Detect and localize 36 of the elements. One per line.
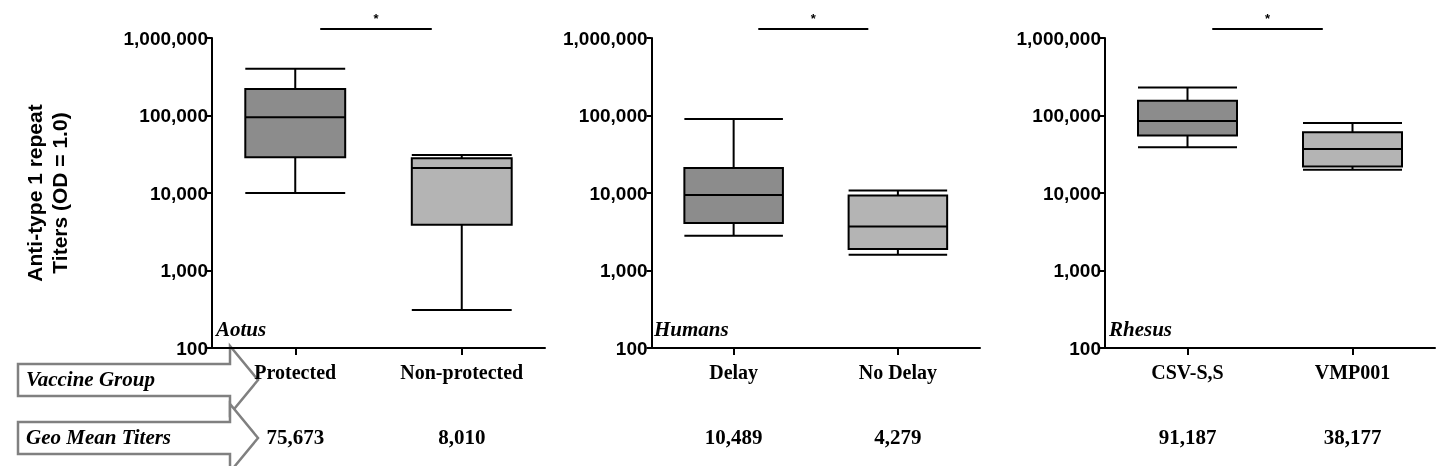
x-tick-label: No Delay: [858, 361, 938, 384]
x-tick-label: Protected: [254, 361, 337, 383]
text: 8,010: [438, 424, 486, 449]
annotation: Aotus: [214, 316, 267, 341]
y-tick-label: 1,000: [599, 260, 648, 281]
y-tick-label: 1,000,000: [1016, 27, 1101, 49]
annotation: Humans: [653, 316, 729, 341]
text: *: [1264, 11, 1271, 26]
y-tick-label: 10,000: [149, 182, 208, 204]
y-tick-label: 100: [1069, 337, 1101, 359]
y-axis-title: Anti-type 1 repeat Titers (OD = 1.0): [23, 104, 71, 282]
x-tick-label: Non-protected: [400, 361, 524, 384]
y-tick-label: 100,000: [578, 105, 648, 126]
y-tick-label: 100,000: [1032, 105, 1101, 126]
y-tick-label: 1,000: [160, 260, 208, 281]
x-tick-label: VMP001: [1314, 361, 1391, 383]
text: 75,673: [266, 424, 325, 449]
y-tick-label: 10,000: [1042, 182, 1101, 204]
y-tick-label: 100: [176, 337, 208, 359]
y-tick-label: 1,000,000: [123, 27, 208, 49]
text: Geo Mean Titers: [26, 424, 172, 449]
text: Vaccine Group: [26, 366, 155, 391]
y-tick-label: 100,000: [139, 105, 208, 126]
text: 38,177: [1323, 424, 1382, 449]
text: *: [373, 11, 380, 26]
y-tick-label: 10,000: [589, 182, 648, 204]
text: *: [810, 11, 817, 26]
annotation: Rhesus: [1108, 316, 1173, 341]
y-tick-label: 1,000: [1053, 260, 1101, 281]
x-tick-label: CSV-S,S: [1151, 361, 1224, 383]
text: 4,279: [874, 424, 922, 449]
y-tick-label: 1,000,000: [562, 27, 648, 49]
x-tick-label: Delay: [709, 361, 759, 384]
text: 10,489: [704, 424, 763, 449]
text: 91,187: [1158, 424, 1217, 449]
y-tick-label: 100: [615, 337, 648, 359]
